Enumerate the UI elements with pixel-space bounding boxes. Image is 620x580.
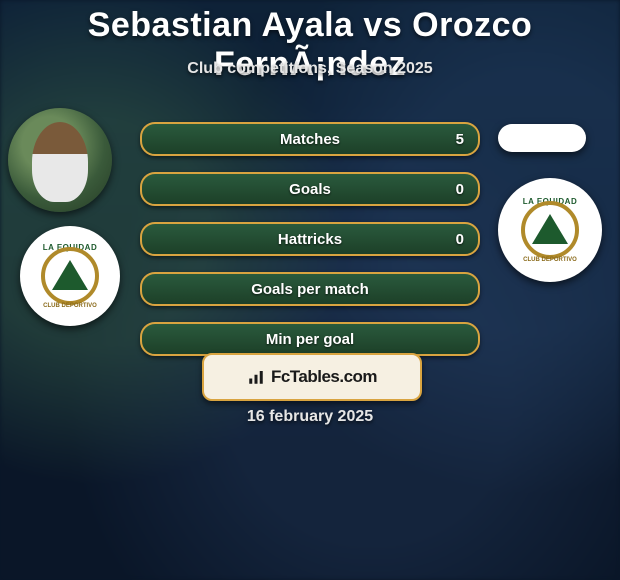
player-photo-right [498,124,586,152]
source-name: FcTables.com [271,367,377,387]
player-photo-left [8,108,112,212]
bar-hattricks: Hattricks 0 [140,222,480,256]
stat-bars: Matches 5 Goals 0 Hattricks 0 Goals per … [140,122,480,372]
bar-chart-icon [247,368,265,386]
footer-date: 16 february 2025 [0,408,620,426]
bar-min-per-goal: Min per goal [140,322,480,356]
source-badge: FcTables.com [202,353,422,401]
bar-value: 0 [456,174,464,204]
crest-graphic: LA EQUIDAD CLUB DEPORTIVO [35,241,105,311]
comparison-card: { "title": "Sebastian Ayala vs Orozco Fe… [0,0,620,580]
bar-matches: Matches 5 [140,122,480,156]
bar-goals-per-match: Goals per match [140,272,480,306]
crest-bottom-text: CLUB DEPORTIVO [515,257,585,263]
bar-label: Goals per match [142,274,478,304]
club-crest-right: LA EQUIDAD CLUB DEPORTIVO [498,178,602,282]
bar-label: Hattricks [142,224,478,254]
bar-value: 5 [456,124,464,154]
crest-bottom-text: CLUB DEPORTIVO [35,303,105,309]
bar-label: Matches [142,124,478,154]
crest-graphic: LA EQUIDAD CLUB DEPORTIVO [515,195,585,265]
bar-goals: Goals 0 [140,172,480,206]
bar-label: Goals [142,174,478,204]
subtitle: Club competitions, Season 2025 [0,60,620,78]
bar-value: 0 [456,224,464,254]
club-crest-left: LA EQUIDAD CLUB DEPORTIVO [20,226,120,326]
bar-label: Min per goal [142,324,478,354]
